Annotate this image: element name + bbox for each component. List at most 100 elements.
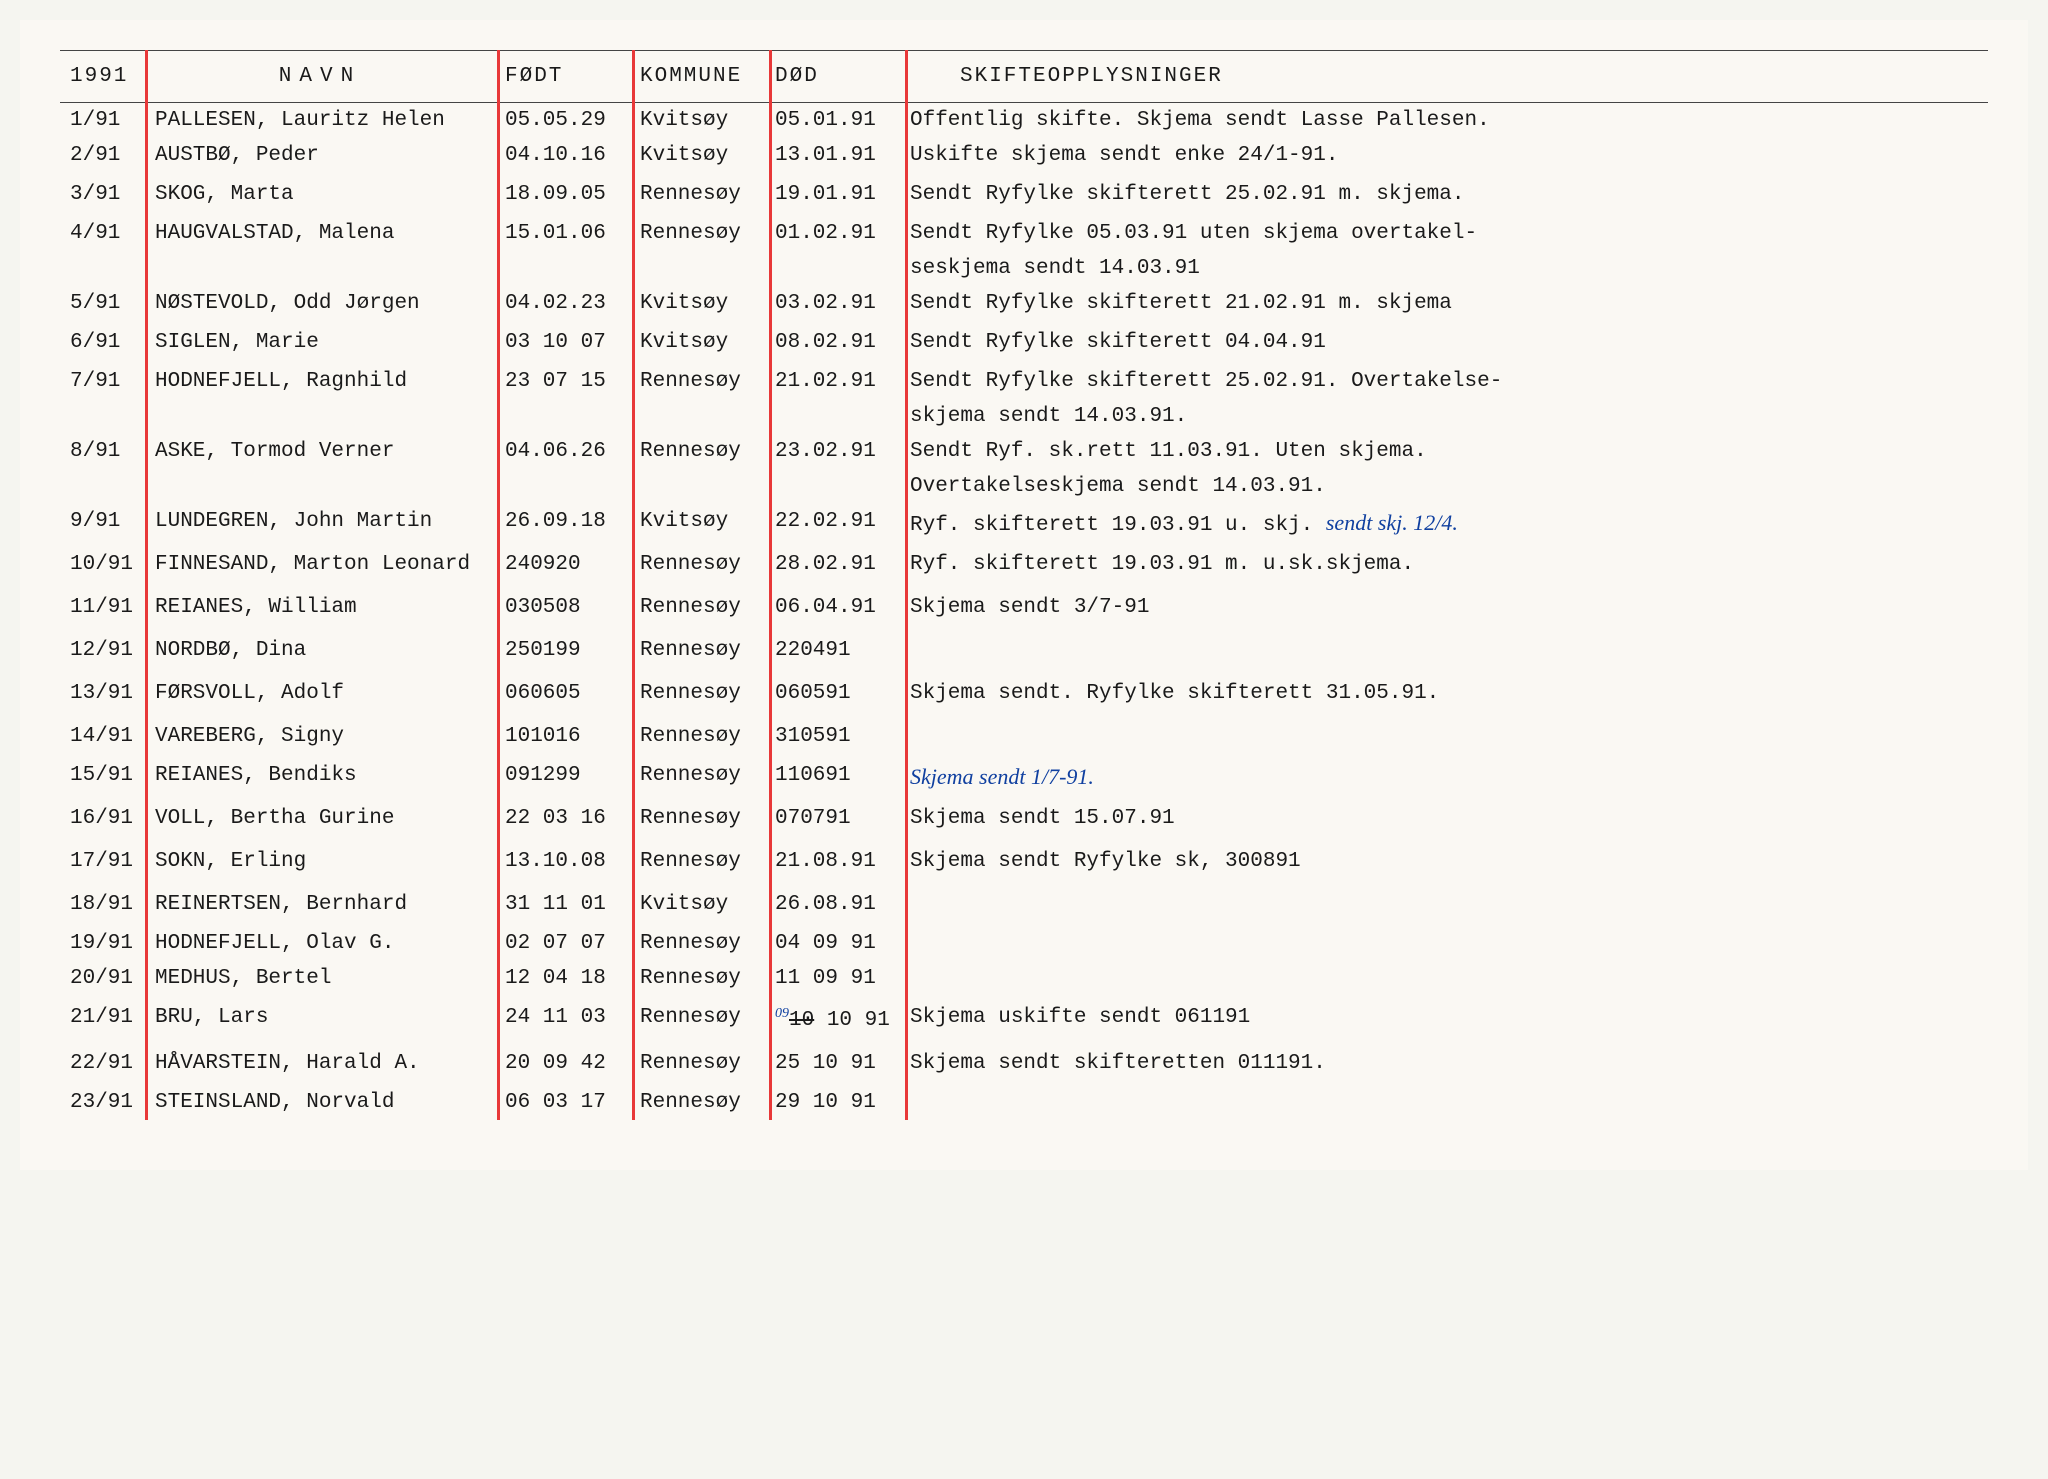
cell-kommune: Rennesøy	[630, 543, 765, 586]
cell-skifte: Skjema sendt skifteretten 011191.	[900, 1042, 1988, 1085]
cell-kommune: Rennesøy	[630, 715, 765, 758]
cell-skifte: Skjema sendt Ryfylke sk, 300891	[900, 840, 1988, 883]
cell-number: 10/91	[60, 543, 145, 586]
table-row-continuation: skjema sendt 14.03.91.	[60, 399, 1988, 434]
red-vertical-line	[769, 50, 772, 1120]
cell-navn: SOKN, Erling	[145, 840, 495, 883]
cell-fodt: 091299	[495, 758, 630, 797]
cell-dod: 220491	[765, 629, 900, 672]
cell-navn: HÅVARSTEIN, Harald A.	[145, 1042, 495, 1085]
cell-skifte	[900, 926, 1988, 961]
cell-dod: 05.01.91	[765, 103, 900, 139]
cell-number: 19/91	[60, 926, 145, 961]
cell-dod: 26.08.91	[765, 883, 900, 926]
cell-fodt: 04.06.26	[495, 434, 630, 469]
cell-kommune: Kvitsøy	[630, 321, 765, 364]
cell-skifte	[900, 1085, 1988, 1120]
cell-navn: HAUGVALSTAD, Malena	[145, 216, 495, 251]
cell-dod: 060591	[765, 672, 900, 715]
cell-kommune: Rennesøy	[630, 672, 765, 715]
cell-dod: 19.01.91	[765, 173, 900, 216]
cell-navn: MEDHUS, Bertel	[145, 961, 495, 996]
cell-fodt: 31 11 01	[495, 883, 630, 926]
cell-number: 12/91	[60, 629, 145, 672]
header-fodt: FØDT	[495, 51, 630, 103]
red-vertical-line	[905, 50, 908, 1120]
cell-kommune: Rennesøy	[630, 173, 765, 216]
table-row: 5/91NØSTEVOLD, Odd Jørgen04.02.23Kvitsøy…	[60, 286, 1988, 321]
cell-fodt: 15.01.06	[495, 216, 630, 251]
cell-navn: VOLL, Bertha Gurine	[145, 797, 495, 840]
cell-skifte: Offentlig skifte. Skjema sendt Lasse Pal…	[900, 103, 1988, 139]
cell-number: 8/91	[60, 434, 145, 469]
cell-number: 18/91	[60, 883, 145, 926]
cell-kommune: Rennesøy	[630, 996, 765, 1042]
table-row: 15/91REIANES, Bendiks091299Rennesøy11069…	[60, 758, 1988, 797]
table-row: 2/91AUSTBØ, Peder04.10.16Kvitsøy13.01.91…	[60, 138, 1988, 173]
table-row: 13/91FØRSVOLL, Adolf060605Rennesøy060591…	[60, 672, 1988, 715]
cell-dod: 23.02.91	[765, 434, 900, 469]
cell-kommune: Kvitsøy	[630, 286, 765, 321]
cell-fodt: 22 03 16	[495, 797, 630, 840]
cell-kommune: Rennesøy	[630, 586, 765, 629]
cell-fodt: 20 09 42	[495, 1042, 630, 1085]
cell-skifte: Sendt Ryfylke skifterett 25.02.91 m. skj…	[900, 173, 1988, 216]
cell-kommune: Rennesøy	[630, 926, 765, 961]
table-row: 14/91VAREBERG, Signy101016Rennesøy310591	[60, 715, 1988, 758]
cell-fodt: 04.02.23	[495, 286, 630, 321]
cell-number: 17/91	[60, 840, 145, 883]
cell-dod: 110691	[765, 758, 900, 797]
cell-fodt: 250199	[495, 629, 630, 672]
cell-dod: 01.02.91	[765, 216, 900, 251]
cell-navn: LUNDEGREN, John Martin	[145, 504, 495, 543]
cell-dod: 310591	[765, 715, 900, 758]
cell-fodt: 18.09.05	[495, 173, 630, 216]
table-row: 20/91MEDHUS, Bertel12 04 18Rennesøy11 09…	[60, 961, 1988, 996]
cell-number: 14/91	[60, 715, 145, 758]
table-row: 9/91LUNDEGREN, John Martin26.09.18Kvitsø…	[60, 504, 1988, 543]
cell-skifte: Sendt Ryf. sk.rett 11.03.91. Uten skjema…	[900, 434, 1988, 469]
cell-skifte-cont: Overtakelseskjema sendt 14.03.91.	[900, 469, 1988, 504]
cell-skifte: Sendt Ryfylke skifterett 25.02.91. Overt…	[900, 364, 1988, 399]
header-dod: DØD	[765, 51, 900, 103]
cell-skifte: Skjema sendt. Ryfylke skifterett 31.05.9…	[900, 672, 1988, 715]
cell-number: 22/91	[60, 1042, 145, 1085]
cell-fodt: 05.05.29	[495, 103, 630, 139]
table-row-continuation: seskjema sendt 14.03.91	[60, 251, 1988, 286]
cell-dod: 25 10 91	[765, 1042, 900, 1085]
cell-dod: 21.08.91	[765, 840, 900, 883]
cell-kommune: Kvitsøy	[630, 138, 765, 173]
cell-navn: SIGLEN, Marie	[145, 321, 495, 364]
cell-kommune: Rennesøy	[630, 1042, 765, 1085]
table-row: 21/91BRU, Lars24 11 03Rennesøy0910 10 91…	[60, 996, 1988, 1042]
cell-fodt: 03 10 07	[495, 321, 630, 364]
cell-fodt: 06 03 17	[495, 1085, 630, 1120]
table-row: 4/91HAUGVALSTAD, Malena15.01.06Rennesøy0…	[60, 216, 1988, 251]
cell-navn: SKOG, Marta	[145, 173, 495, 216]
cell-navn: BRU, Lars	[145, 996, 495, 1042]
table-row: 1/91PALLESEN, Lauritz Helen05.05.29Kvits…	[60, 103, 1988, 139]
cell-number: 9/91	[60, 504, 145, 543]
cell-navn: REINERTSEN, Bernhard	[145, 883, 495, 926]
cell-dod: 13.01.91	[765, 138, 900, 173]
cell-skifte: Uskifte skjema sendt enke 24/1-91.	[900, 138, 1988, 173]
cell-number: 5/91	[60, 286, 145, 321]
cell-kommune: Rennesøy	[630, 797, 765, 840]
cell-dod: 0910 10 91	[765, 996, 900, 1042]
cell-fodt: 240920	[495, 543, 630, 586]
red-vertical-line	[497, 50, 500, 1120]
cell-fodt: 101016	[495, 715, 630, 758]
table-row: 8/91ASKE, Tormod Verner04.06.26Rennesøy2…	[60, 434, 1988, 469]
cell-number: 4/91	[60, 216, 145, 251]
header-kommune: KOMMUNE	[630, 51, 765, 103]
header-row: 1991 NAVN FØDT KOMMUNE DØD SKIFTEOPPLYSN…	[60, 51, 1988, 103]
records-table: 1991 NAVN FØDT KOMMUNE DØD SKIFTEOPPLYSN…	[60, 50, 1988, 1120]
cell-navn: NORDBØ, Dina	[145, 629, 495, 672]
cell-skifte: Ryf. skifterett 19.03.91 m. u.sk.skjema.	[900, 543, 1988, 586]
cell-kommune: Rennesøy	[630, 629, 765, 672]
cell-dod: 28.02.91	[765, 543, 900, 586]
cell-skifte-cont: skjema sendt 14.03.91.	[900, 399, 1988, 434]
cell-navn: FØRSVOLL, Adolf	[145, 672, 495, 715]
cell-navn: REIANES, William	[145, 586, 495, 629]
table-row: 16/91VOLL, Bertha Gurine22 03 16Rennesøy…	[60, 797, 1988, 840]
